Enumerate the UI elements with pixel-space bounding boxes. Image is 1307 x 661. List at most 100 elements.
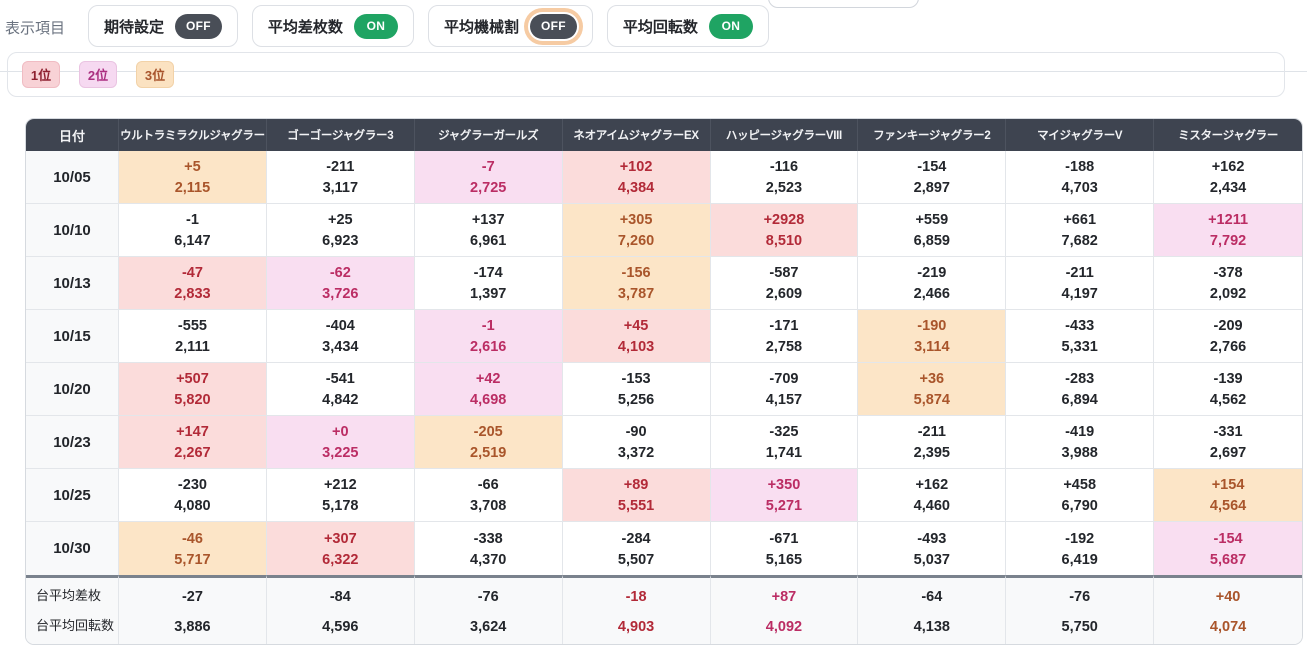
spins-value: 4,157 bbox=[765, 392, 803, 408]
diff-value: -338 bbox=[473, 530, 503, 547]
diff-value: +212 bbox=[323, 477, 357, 493]
spins-value: 6,859 bbox=[913, 233, 950, 249]
spins-value: 2,267 bbox=[174, 445, 211, 461]
diff-value: -211 bbox=[917, 424, 946, 440]
footer-data-cell: +40 4,074 bbox=[1154, 575, 1302, 644]
data-cell: +1211 7,792 bbox=[1154, 204, 1302, 257]
data-cell: +305 7,260 bbox=[562, 204, 711, 257]
avg-spins-value: 3,886 bbox=[174, 619, 211, 635]
spins-value: 4,842 bbox=[322, 392, 359, 408]
data-cell: -419 3,988 bbox=[1006, 416, 1155, 469]
toggle-card-1: 平均差枚数 ON bbox=[251, 5, 414, 47]
toggle-card-0: 期待設定 OFF bbox=[88, 5, 238, 47]
footer-data-cell: -76 5,750 bbox=[1006, 575, 1155, 644]
column-header-5: ファンキージャグラー2 bbox=[858, 119, 1007, 151]
date-cell: 10/05 bbox=[26, 151, 119, 204]
display-items-label: 表示項目 bbox=[5, 20, 66, 37]
diff-value: -205 bbox=[473, 424, 503, 440]
rank-1-badge[interactable]: 1位 bbox=[22, 61, 60, 88]
rank-2-badge[interactable]: 2位 bbox=[79, 61, 117, 88]
spins-value: 5,037 bbox=[913, 551, 950, 568]
spins-value: 8,510 bbox=[765, 233, 803, 249]
diff-value: +147 bbox=[176, 424, 209, 440]
column-header-4: ハッピージャグラーVIII bbox=[710, 119, 859, 151]
spins-value: 6,961 bbox=[470, 233, 507, 249]
data-cell: -209 2,766 bbox=[1154, 310, 1302, 363]
spins-value: 4,103 bbox=[617, 339, 655, 355]
spins-value: 5,271 bbox=[765, 498, 803, 514]
data-cell: +147 2,267 bbox=[119, 416, 267, 469]
column-header-0: ウルトラミラクルジャグラー bbox=[119, 119, 267, 151]
table-row: 10/05 +5 2,115 -211 3,117 -7 2,725 +102 4,384 -11… bbox=[26, 151, 1302, 204]
date-cell: 10/20 bbox=[26, 363, 119, 416]
diff-value: -156 bbox=[621, 265, 651, 281]
data-cell: -671 5,165 bbox=[710, 522, 859, 575]
data-cell: -230 4,080 bbox=[119, 469, 267, 522]
diff-value: -404 bbox=[325, 318, 355, 334]
avg-diff-value: +40 bbox=[1215, 589, 1241, 605]
footer-labels-cell: 台平均差枚 台平均回転数 bbox=[26, 575, 119, 644]
table-head: 日付 ウルトラミラクルジャグラー ゴーゴージャグラー3 ジャグラーガールズ ネオアイムジ… bbox=[26, 119, 1302, 151]
diff-value: +661 bbox=[1063, 212, 1097, 228]
data-cell: +42 4,698 bbox=[414, 363, 563, 416]
diff-value: +25 bbox=[328, 212, 353, 228]
diff-value: -66 bbox=[477, 477, 499, 493]
data-cell: -338 4,370 bbox=[414, 522, 563, 575]
diff-value: -709 bbox=[769, 371, 799, 387]
avg-spins-value: 5,750 bbox=[1061, 619, 1098, 635]
data-cell: -139 4,562 bbox=[1154, 363, 1302, 416]
avg-spins-value: 3,624 bbox=[470, 619, 507, 635]
diff-value: +2928 bbox=[763, 212, 805, 228]
diff-value: +559 bbox=[915, 212, 949, 228]
toggle-switch-2[interactable]: OFF bbox=[529, 13, 577, 39]
rank-3-badge[interactable]: 3位 bbox=[136, 61, 174, 88]
data-cell: -171 2,758 bbox=[710, 310, 859, 363]
diff-value: -192 bbox=[1065, 530, 1095, 547]
table-row: 10/23 +147 2,267 +0 3,225 -205 2,519 -90 3,372 -3… bbox=[26, 416, 1302, 469]
diff-value: -325 bbox=[769, 424, 799, 440]
data-cell: -190 3,114 bbox=[858, 310, 1007, 363]
spins-value: 2,758 bbox=[765, 339, 803, 355]
diff-value: -211 bbox=[326, 159, 355, 175]
diff-value: +162 bbox=[1211, 159, 1245, 175]
spins-value: 7,792 bbox=[1209, 233, 1247, 249]
data-cell: -211 2,395 bbox=[858, 416, 1007, 469]
data-cell: +162 2,434 bbox=[1154, 151, 1302, 204]
spins-value: 3,708 bbox=[470, 498, 507, 514]
data-cell: -154 5,687 bbox=[1154, 522, 1302, 575]
data-cell: -66 3,708 bbox=[414, 469, 563, 522]
data-cell: -378 2,092 bbox=[1154, 257, 1302, 310]
diff-value: -493 bbox=[917, 530, 947, 547]
data-cell: -283 6,894 bbox=[1006, 363, 1155, 416]
date-column-header: 日付 bbox=[26, 119, 119, 151]
diff-value: -188 bbox=[1065, 159, 1095, 175]
diff-value: +137 bbox=[471, 212, 505, 228]
toggle-switch-0[interactable]: OFF bbox=[175, 13, 222, 39]
data-cell: -331 2,697 bbox=[1154, 416, 1302, 469]
spins-value: 5,331 bbox=[1061, 339, 1098, 355]
diff-value: +350 bbox=[767, 477, 801, 493]
toggle-switch-1[interactable]: ON bbox=[353, 13, 398, 39]
spins-value: 2,833 bbox=[174, 286, 211, 302]
toggle-switch-3[interactable]: ON bbox=[708, 13, 753, 39]
diff-value: -284 bbox=[621, 530, 651, 547]
data-cell: +45 4,103 bbox=[562, 310, 711, 363]
divider-line bbox=[0, 71, 1307, 72]
diff-value: +307 bbox=[323, 530, 357, 547]
data-cell: +5 2,115 bbox=[119, 151, 267, 204]
spins-value: 5,165 bbox=[765, 551, 803, 568]
diff-value: -433 bbox=[1065, 318, 1095, 334]
spins-value: 2,609 bbox=[765, 286, 803, 302]
diff-value: +154 bbox=[1211, 477, 1245, 493]
data-cell: -325 1,741 bbox=[710, 416, 859, 469]
spins-value: 2,725 bbox=[470, 180, 507, 196]
diff-value: -671 bbox=[769, 530, 799, 547]
date-cell: 10/30 bbox=[26, 522, 119, 575]
table-row: 10/25 -230 4,080 +212 5,178 -66 3,708 +89 5,551 +… bbox=[26, 469, 1302, 522]
machine-data-table: 日付 ウルトラミラクルジャグラー ゴーゴージャグラー3 ジャグラーガールズ ネオアイムジ… bbox=[26, 119, 1302, 644]
spins-value: 2,395 bbox=[913, 445, 950, 461]
diff-value: -153 bbox=[621, 371, 651, 387]
spins-value: 2,466 bbox=[913, 286, 950, 302]
avg-diff-value: -27 bbox=[181, 589, 203, 605]
spins-value: 4,080 bbox=[174, 498, 211, 514]
